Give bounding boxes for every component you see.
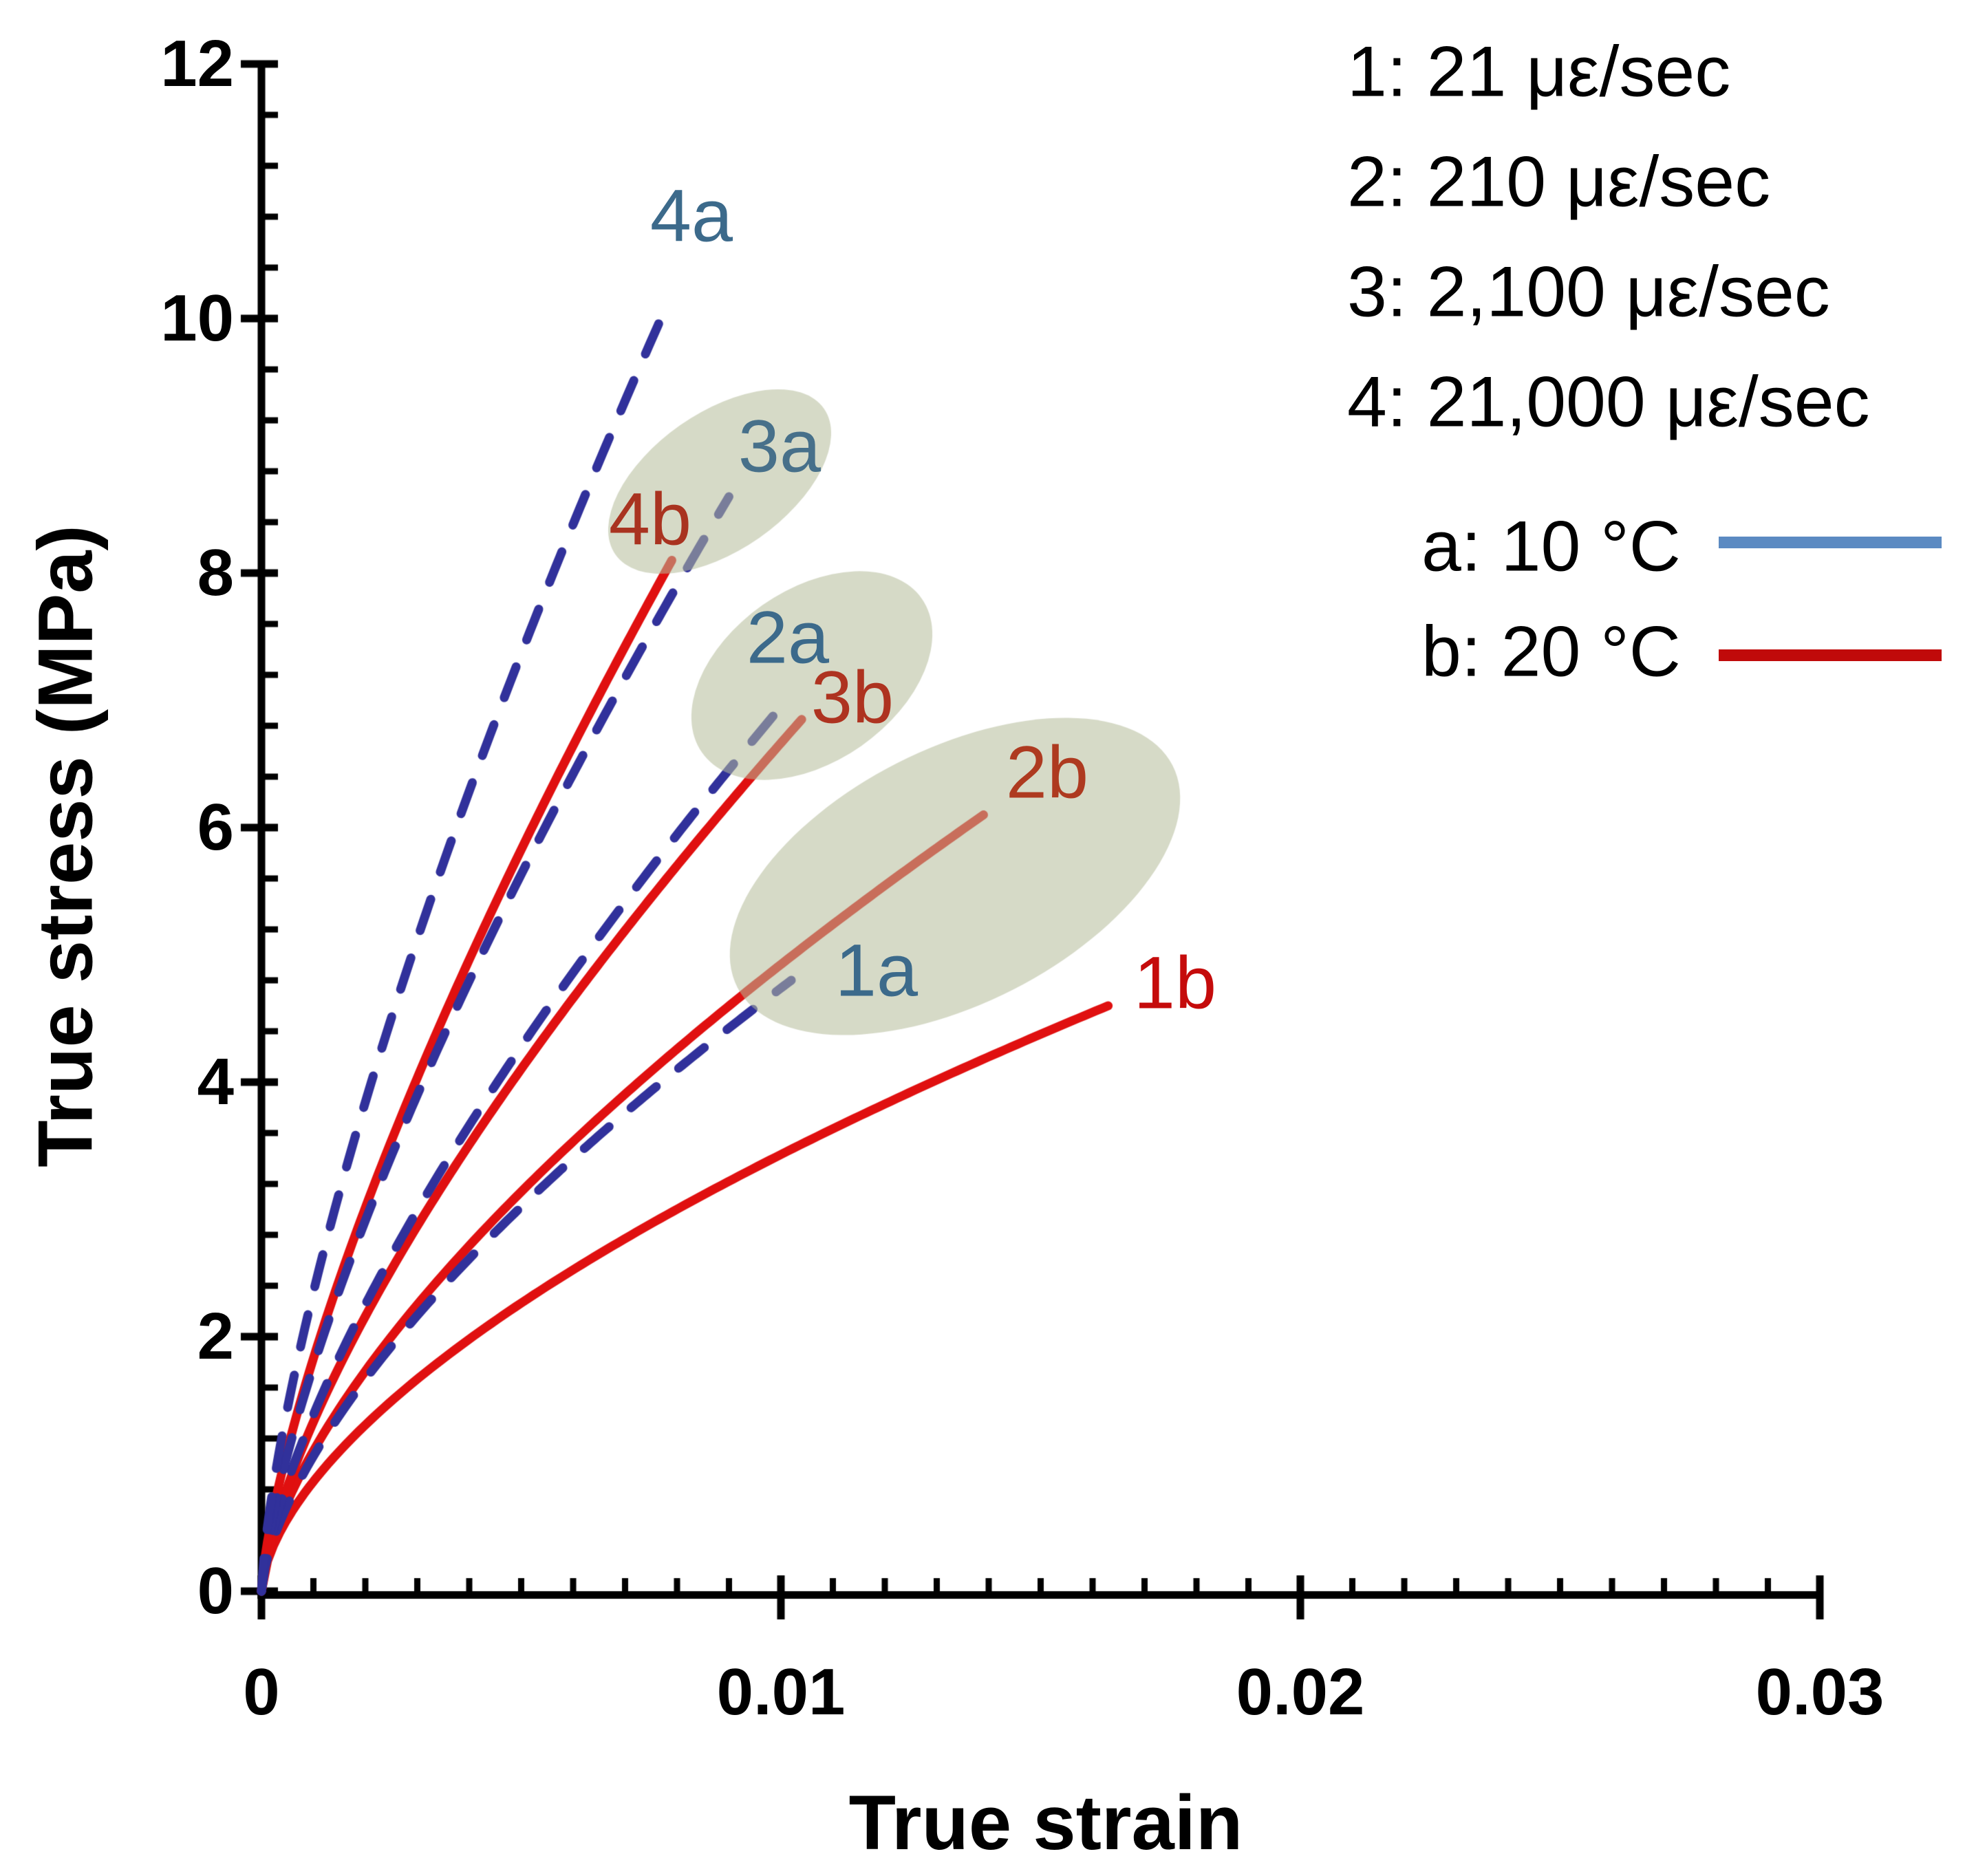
x-tick-label: 0 bbox=[243, 1655, 280, 1729]
y-tick-label: 2 bbox=[197, 1300, 234, 1373]
curve-label-1a: 1a bbox=[835, 928, 919, 1012]
curve-label-4b: 4b bbox=[608, 477, 692, 561]
curve-label-3a: 3a bbox=[738, 404, 822, 488]
x-tick-label: 0.02 bbox=[1236, 1655, 1365, 1729]
legend-rate-item-3: 3: 2,100 με/sec bbox=[1347, 252, 1830, 332]
curve-label-4a: 4a bbox=[649, 173, 733, 257]
legend-line-swatch-20c bbox=[1719, 649, 1942, 661]
x-tick-label: 0.03 bbox=[1755, 1655, 1885, 1729]
y-tick-label: 4 bbox=[197, 1045, 234, 1119]
x-axis-title: True strain bbox=[848, 1780, 1243, 1866]
curve-label-3b: 3b bbox=[810, 655, 894, 739]
y-axis-title: True stress (MPa) bbox=[22, 525, 109, 1167]
y-tick-label: 6 bbox=[197, 790, 234, 864]
legend-rate-item-1: 1: 21 με/sec bbox=[1347, 32, 1731, 112]
curve-label-2b: 2b bbox=[1005, 730, 1089, 814]
legend-line-swatch-10c bbox=[1719, 537, 1942, 548]
curve-label-1b: 1b bbox=[1133, 940, 1217, 1024]
y-tick-label: 10 bbox=[160, 281, 234, 355]
legend-rate-item-4: 4: 21,000 με/sec bbox=[1347, 362, 1870, 442]
x-tick-label: 0.01 bbox=[716, 1655, 846, 1729]
y-tick-label: 0 bbox=[197, 1554, 234, 1628]
legend-rate-item-2: 2: 210 με/sec bbox=[1347, 142, 1771, 222]
legend-temp-label-b: b: 20 °C bbox=[1421, 612, 1681, 692]
y-tick-label: 8 bbox=[197, 536, 234, 610]
curve-label-2a: 2a bbox=[746, 595, 830, 679]
legend-temp-label-a: a: 10 °C bbox=[1421, 506, 1681, 587]
y-tick-label: 12 bbox=[160, 27, 234, 100]
